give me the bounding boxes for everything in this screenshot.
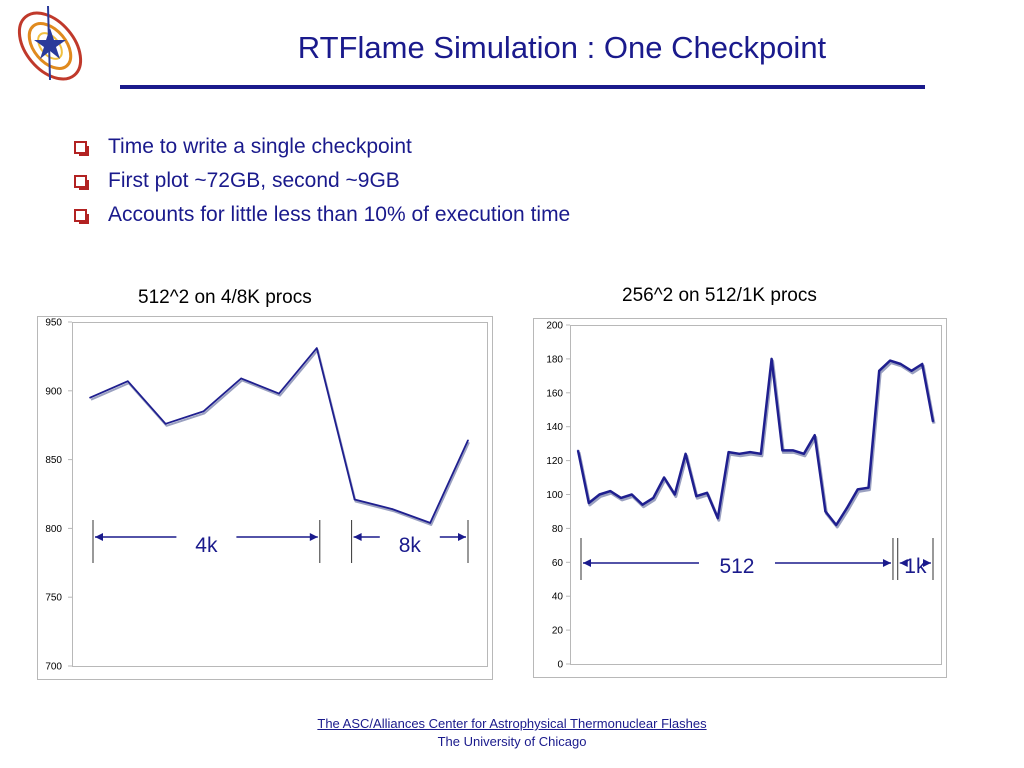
data-point [316, 347, 318, 349]
y-tick-label: 180 [546, 354, 563, 365]
y-tick-label: 850 [45, 455, 62, 466]
chart-1: 700 750 800 850 900 950 4k 8k [37, 316, 493, 680]
series-line [576, 357, 935, 527]
data-point [429, 522, 432, 524]
data-point [738, 453, 741, 455]
data-point [921, 363, 924, 365]
checkbox-bullet-icon [74, 141, 89, 156]
data-point [727, 451, 730, 453]
bullet-text: Time to write a single checkpoint [108, 135, 412, 158]
y-tick-label: 60 [552, 558, 564, 569]
y-tick-label: 120 [546, 456, 563, 467]
bullet-text: Accounts for little less than 10% of exe… [108, 203, 571, 226]
y-tick-label: 750 [45, 593, 62, 604]
chart-2-title: 256^2 on 512/1K procs [622, 285, 817, 306]
y-tick-label: 40 [552, 592, 564, 603]
bullet-item: Accounts for little less than 10% of exe… [72, 198, 570, 232]
data-point [467, 439, 469, 442]
plot-area [72, 322, 488, 667]
annotation-label: 512 [719, 555, 754, 578]
y-tick-label: 160 [546, 388, 563, 399]
data-point [652, 497, 655, 499]
data-point [803, 453, 805, 455]
data-point [127, 380, 129, 382]
title-underline [120, 85, 925, 89]
data-point [781, 449, 784, 452]
data-point [706, 492, 708, 494]
data-point [353, 498, 356, 501]
y-tick-label: 200 [546, 321, 563, 332]
flash-center-logo [17, 5, 83, 81]
annotation-label: 8k [399, 534, 422, 557]
checkbox-bullet-icon [74, 209, 89, 224]
slide-title: RTFlame Simulation : One Checkpoint [297, 30, 827, 65]
data-point [910, 369, 913, 372]
data-point [598, 493, 601, 496]
data-point [760, 453, 762, 455]
data-point [278, 392, 280, 395]
data-point [856, 488, 859, 491]
data-point [577, 449, 579, 452]
data-point [749, 451, 751, 453]
y-tick-label: 80 [552, 524, 564, 535]
footer: The ASC/Alliances Center for Astrophysic… [0, 715, 1024, 751]
data-point [867, 486, 870, 489]
data-point [202, 410, 205, 413]
chart-2: 0 20 40 60 80 100 120 140 160 180 200 512 1k [533, 318, 947, 678]
data-point [89, 396, 91, 399]
data-point [684, 453, 687, 455]
data-point [717, 517, 719, 520]
data-point [391, 508, 394, 510]
y-tick-label: 950 [45, 318, 62, 329]
arrowhead-right-icon [458, 533, 466, 541]
data-point [899, 363, 902, 365]
data-point [609, 490, 612, 492]
data-point [846, 507, 848, 509]
data-point [620, 497, 622, 499]
annotation-label: 4k [195, 534, 218, 557]
footer-center-link[interactable]: The ASC/Alliances Center for Astrophysic… [317, 716, 707, 731]
data-point [630, 493, 633, 496]
data-point [164, 423, 167, 425]
data-point [878, 369, 881, 372]
data-point [835, 524, 837, 526]
checkbox-bullet-icon [74, 175, 89, 190]
arrowhead-right-icon [309, 533, 318, 541]
y-tick-label: 20 [552, 626, 564, 637]
bullet-item: Time to write a single checkpoint [72, 130, 570, 164]
arrowhead-right-icon [923, 559, 931, 567]
data-point [824, 510, 827, 513]
data-point [813, 434, 816, 436]
bullet-text: First plot ~72GB, second ~9GB [108, 169, 400, 192]
y-tick-label: 700 [45, 662, 62, 673]
y-tick-label: 0 [557, 660, 563, 671]
data-point [663, 476, 665, 479]
annotation-label: 1k [904, 555, 927, 578]
data-point [889, 359, 891, 362]
data-point [240, 377, 242, 380]
y-tick-label: 100 [546, 490, 563, 501]
bullet-item: First plot ~72GB, second ~9GB [72, 164, 570, 198]
arrowhead-left-icon [353, 533, 362, 541]
footer-university: The University of Chicago [437, 734, 587, 749]
y-tick-label: 800 [45, 524, 62, 535]
arrowhead-left-icon [583, 559, 591, 567]
y-tick-label: 900 [45, 386, 62, 397]
y-tick-label: 140 [546, 422, 563, 433]
arrowhead-left-icon [899, 559, 908, 567]
bullet-list: Time to write a single checkpoint First … [72, 130, 570, 232]
data-point [695, 495, 698, 497]
data-point [587, 502, 590, 504]
data-point [641, 503, 644, 506]
data-point [674, 493, 676, 496]
arrowhead-right-icon [882, 559, 891, 567]
data-point [932, 420, 934, 423]
data-point [792, 449, 794, 452]
arrowhead-left-icon [95, 533, 103, 541]
chart-1-title: 512^2 on 4/8K procs [138, 287, 312, 308]
data-point [770, 358, 773, 360]
